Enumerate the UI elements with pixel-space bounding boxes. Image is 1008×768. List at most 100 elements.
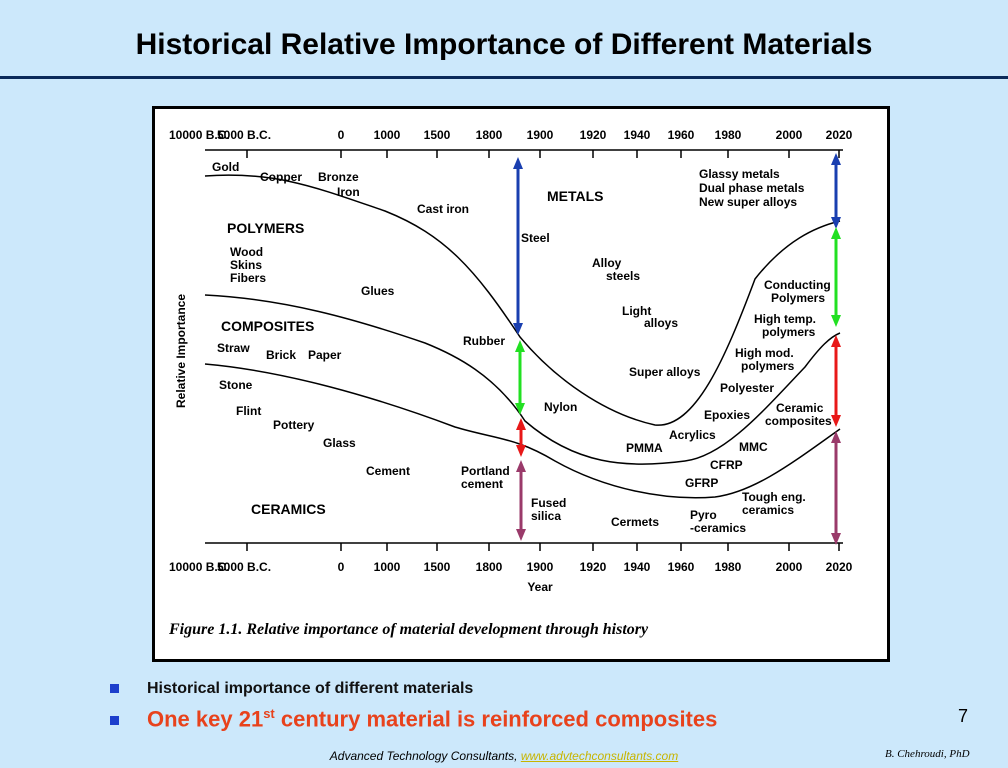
label-light: Light: [622, 304, 651, 318]
top-axis-ticks: 10000 B.C.5000 B.C. 0 1000 1500 1800 1900 1920…: [169, 128, 853, 158]
bottom-axis-ticks: 10000 B.C.5000 B.C. 0 1000 1500 1800 1900 1920…: [169, 543, 853, 574]
label-glass: Glass: [323, 436, 356, 450]
region-label-polymers: POLYMERS: [227, 220, 304, 236]
material-labels: Gold Copper Bronze Iron Cast iron Steel …: [212, 160, 832, 535]
figure-caption: Figure 1.1. Relative importance of mater…: [168, 621, 649, 638]
label-polyester: Polyester: [720, 381, 774, 395]
top-axis-tick-label: 2020: [826, 128, 853, 142]
label-high-temp: High temp.: [754, 312, 816, 326]
label-copper: Copper: [260, 170, 302, 184]
label-cast-iron: Cast iron: [417, 202, 469, 216]
label-fused-silica: silica: [531, 509, 561, 523]
footer: Advanced Technology Consultants, www.adv…: [0, 749, 1008, 763]
label-wood: Wood: [230, 245, 263, 259]
top-axis-tick-label: 2000: [776, 128, 803, 142]
bullet-text-2-sup: st: [263, 706, 275, 721]
top-axis-tick-label: 1960: [668, 128, 695, 142]
label-iron: Iron: [337, 185, 360, 199]
label-glues: Glues: [361, 284, 395, 298]
label-cermets: Cermets: [611, 515, 659, 529]
label-dual-phase-metals: Dual phase metals: [699, 181, 805, 195]
bottom-axis-tick-label: 1980: [715, 560, 742, 574]
bullet-text-1: Historical importance of different mater…: [147, 680, 474, 697]
label-fibers: Fibers: [230, 271, 266, 285]
label-epoxies: Epoxies: [704, 408, 750, 422]
footer-link[interactable]: www.advtechconsultants.com: [520, 749, 679, 763]
author-credit: B. Chehroudi, PhD: [885, 748, 970, 760]
label-mmc: MMC: [739, 440, 768, 454]
label-gfrp: GFRP: [685, 476, 718, 490]
label-pyro-ceramics: -ceramics: [690, 521, 746, 535]
top-axis-tick-label: 1900: [527, 128, 554, 142]
bullet-square-icon: [110, 684, 119, 694]
label-steels: steels: [606, 269, 640, 283]
top-axis-tick-label: 10000 B.C.: [169, 128, 230, 142]
label-high-mod-polymers: polymers: [741, 359, 795, 373]
bottom-axis-tick-label: 5000 B.C.: [217, 560, 271, 574]
region-label-composites: COMPOSITES: [221, 318, 314, 334]
x-axis-label: Year: [527, 580, 553, 594]
label-acrylics: Acrylics: [669, 428, 716, 442]
label-bronze: Bronze: [318, 170, 359, 184]
bottom-axis-tick-label: 1940: [624, 560, 651, 574]
label-conducting-polymers: Polymers: [771, 291, 825, 305]
bullet-text-2-pre: One key 21: [147, 706, 264, 732]
label-paper: Paper: [308, 348, 342, 362]
ceramics-upper-boundary: [204, 363, 841, 499]
label-stone: Stone: [219, 378, 253, 392]
arrows-2020: [831, 153, 841, 545]
top-axis-tick-label: 1980: [715, 128, 742, 142]
label-rubber: Rubber: [463, 334, 505, 348]
slide-title: Historical Relative Importance of Differ…: [135, 28, 873, 61]
label-gold: Gold: [212, 160, 239, 174]
top-axis-tick-label: 1000: [374, 128, 401, 142]
bottom-axis-tick-label: 2000: [776, 560, 803, 574]
label-flint: Flint: [236, 404, 261, 418]
label-nylon: Nylon: [544, 400, 577, 414]
label-pmma: PMMA: [626, 441, 663, 455]
bottom-axis-tick-label: 1000: [374, 560, 401, 574]
label-steel: Steel: [521, 231, 550, 245]
label-straw: Straw: [217, 341, 250, 355]
bottom-axis-tick-label: 1960: [668, 560, 695, 574]
bottom-axis-tick-label: 1800: [476, 560, 503, 574]
footer-text: Advanced Technology Consultants,: [329, 749, 518, 763]
label-tough-ceramics: ceramics: [742, 503, 794, 517]
label-pyro: Pyro: [690, 508, 717, 522]
arrows-1870: [513, 157, 526, 541]
label-new-super-alloys: New super alloys: [699, 195, 797, 209]
label-glassy-metals: Glassy metals: [699, 167, 780, 181]
top-axis-tick-label: 1800: [476, 128, 503, 142]
bottom-axis-tick-label: 1900: [527, 560, 554, 574]
label-skins: Skins: [230, 258, 262, 272]
label-conducting: Conducting: [764, 278, 831, 292]
bullet-text-2-post: century material is reinforced composite…: [274, 706, 718, 732]
top-axis-tick-label: 5000 B.C.: [217, 128, 271, 142]
label-tough-eng: Tough eng.: [742, 490, 806, 504]
label-portland: Portland: [461, 464, 510, 478]
page-number: 7: [958, 706, 969, 726]
top-axis-tick-label: 0: [338, 128, 345, 142]
bottom-axis-tick-label: 0: [338, 560, 345, 574]
materials-history-figure: 10000 B.C. 5000 B.C. 0 1000 1500 1800 1900 1920…: [152, 106, 890, 662]
label-cement: Cement: [366, 464, 410, 478]
label-alloys: alloys: [644, 316, 678, 330]
label-ceramic-composites: composites: [765, 414, 832, 428]
region-label-ceramics: CERAMICS: [251, 501, 326, 517]
y-axis-label: Relative Importance: [174, 294, 188, 408]
bullet-item-2: One key 21st century material is reinfor…: [110, 706, 870, 732]
label-super-alloys: Super alloys: [629, 365, 701, 379]
bullet-item-1: Historical importance of different mater…: [110, 680, 810, 698]
composites-upper-boundary: [204, 294, 841, 465]
bullet-square-icon: [110, 716, 119, 726]
polymers-upper-boundary: [204, 174, 841, 426]
label-high-temp-polymers: polymers: [762, 325, 816, 339]
label-pottery: Pottery: [273, 418, 315, 432]
materials-diagram: 10000 B.C.5000 B.C. 0 1000 1500 1800 1900 1920…: [168, 128, 853, 638]
label-cfrp: CFRP: [710, 458, 743, 472]
bottom-axis-tick-label: 2020: [826, 560, 853, 574]
top-axis-tick-label: 1500: [424, 128, 451, 142]
label-portland-cement: cement: [461, 477, 503, 491]
title-underline: [0, 76, 1008, 79]
bottom-axis-tick-label: 1920: [580, 560, 607, 574]
